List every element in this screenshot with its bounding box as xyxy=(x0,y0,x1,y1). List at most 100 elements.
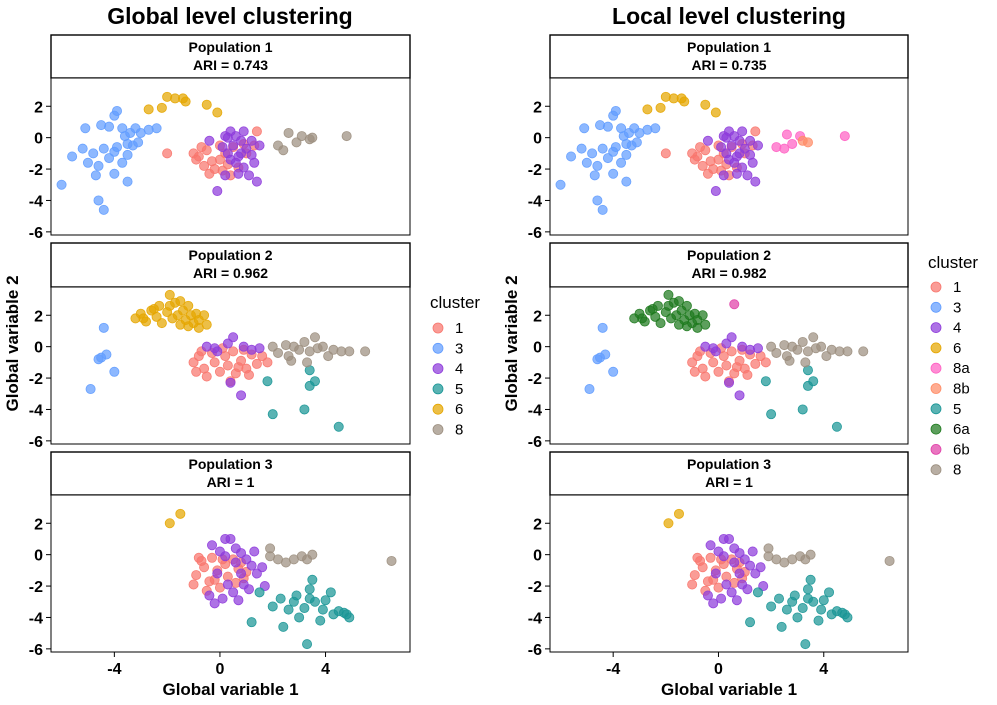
data-point-cluster-4 xyxy=(238,126,249,137)
data-point-cluster-4 xyxy=(742,584,753,595)
legend-swatch-8 xyxy=(930,464,942,476)
data-point-cluster-4 xyxy=(734,568,745,579)
facet-strip xyxy=(549,242,909,288)
facet-strip xyxy=(549,451,909,496)
data-point-cluster-3 xyxy=(117,157,128,168)
data-point-cluster-3 xyxy=(122,176,133,187)
data-point-cluster-1 xyxy=(251,126,262,137)
data-point-cluster-8 xyxy=(283,127,294,138)
data-point-cluster-1 xyxy=(251,358,262,369)
legend-label: 4 xyxy=(953,320,961,337)
data-point-cluster-1 xyxy=(199,160,210,171)
data-point-cluster-4 xyxy=(702,590,713,601)
data-point-cluster-3 xyxy=(133,137,144,148)
data-point-cluster-5 xyxy=(246,617,257,628)
data-point-cluster-5 xyxy=(800,639,811,650)
data-point-cluster-4 xyxy=(726,140,737,151)
y-tick-label: -2 xyxy=(528,162,542,179)
data-point-cluster-6a xyxy=(663,289,674,300)
data-point-cluster-4 xyxy=(731,168,742,179)
y-tick-label: 2 xyxy=(533,308,542,325)
x-tick-label: 4 xyxy=(819,661,828,678)
data-point-cluster-5 xyxy=(309,596,320,607)
legend-label: 8a xyxy=(953,360,970,377)
facet-strip xyxy=(549,34,909,79)
facet-strip xyxy=(50,242,411,288)
x-axis-title: Global variable 1 xyxy=(661,680,797,699)
data-point-cluster-8 xyxy=(792,344,803,355)
data-point-cluster-3 xyxy=(584,384,595,395)
legend-label: 6a xyxy=(953,421,970,438)
data-point-cluster-4 xyxy=(230,557,241,568)
y-tick-label: 2 xyxy=(34,99,43,116)
data-point-cluster-3 xyxy=(67,151,78,162)
data-point-cluster-4 xyxy=(254,140,265,151)
strip-ari-label: ARI = 0.743 xyxy=(193,57,268,73)
y-tick-label: -4 xyxy=(528,402,542,419)
data-point-cluster-4 xyxy=(747,157,758,168)
data-point-cluster-8 xyxy=(278,145,289,156)
data-point-cluster-4 xyxy=(726,587,737,598)
data-point-cluster-3 xyxy=(109,168,120,179)
data-point-cluster-1 xyxy=(731,362,742,373)
legend-label: 5 xyxy=(455,381,463,398)
strip-population-label: Population 3 xyxy=(687,456,771,472)
data-point-cluster-1 xyxy=(207,552,218,563)
y-tick-label: 0 xyxy=(533,131,542,148)
data-point-cluster-8 xyxy=(294,344,305,355)
legend-label: 4 xyxy=(455,361,463,378)
legend-label: 3 xyxy=(455,340,463,357)
legend-swatch-1 xyxy=(432,322,444,334)
y-tick-label: -6 xyxy=(528,434,542,451)
data-point-cluster-3 xyxy=(608,366,619,377)
data-point-cluster-6 xyxy=(164,289,175,300)
y-tick-label: -2 xyxy=(528,371,542,388)
data-point-cluster-1 xyxy=(660,148,671,159)
data-point-cluster-5 xyxy=(299,404,310,415)
data-point-cluster-1 xyxy=(697,160,708,171)
data-point-cluster-5 xyxy=(315,615,326,626)
data-point-cluster-1 xyxy=(692,552,703,563)
data-point-cluster-1 xyxy=(721,360,732,371)
data-point-cluster-3 xyxy=(581,157,592,168)
data-point-cluster-1 xyxy=(222,360,233,371)
data-point-cluster-3 xyxy=(98,322,109,333)
data-point-cluster-3 xyxy=(589,170,600,181)
data-point-cluster-5 xyxy=(325,587,336,598)
y-tick-label: 0 xyxy=(34,131,43,148)
data-point-cluster-1 xyxy=(233,362,244,373)
data-point-cluster-6 xyxy=(201,99,212,110)
data-point-cluster-1 xyxy=(262,357,273,368)
data-point-cluster-1 xyxy=(243,369,254,380)
data-point-cluster-4 xyxy=(204,590,215,601)
y-tick-label: -2 xyxy=(29,162,43,179)
strip-ari-label: ARI = 0.735 xyxy=(691,57,766,73)
data-point-cluster-8 xyxy=(386,555,397,566)
data-point-cluster-4 xyxy=(254,343,265,354)
data-point-cluster-3 xyxy=(555,179,566,190)
y-tick-label: -6 xyxy=(29,225,43,242)
data-point-cluster-6a xyxy=(697,310,708,321)
data-point-cluster-1 xyxy=(687,579,698,590)
data-point-cluster-5 xyxy=(302,639,313,650)
data-point-cluster-4 xyxy=(750,176,761,187)
strip-population-label: Population 1 xyxy=(687,39,771,55)
data-point-cluster-3 xyxy=(111,105,122,116)
y-tick-label: 2 xyxy=(34,516,43,533)
y-tick-label: -6 xyxy=(528,225,542,242)
y-axis-title: Global variable 2 xyxy=(502,275,521,411)
data-point-cluster-1 xyxy=(191,154,202,165)
data-point-cluster-5 xyxy=(789,590,800,601)
data-point-cluster-8 xyxy=(797,336,808,347)
data-point-cluster-1 xyxy=(188,579,199,590)
data-point-cluster-4 xyxy=(217,593,228,604)
data-point-cluster-1 xyxy=(689,366,700,377)
facet-strip xyxy=(50,34,411,79)
data-point-cluster-8 xyxy=(771,347,782,358)
data-point-cluster-5 xyxy=(813,615,824,626)
data-point-cluster-8 xyxy=(842,346,853,357)
y-tick-label: -4 xyxy=(29,193,43,210)
y-tick-label: -4 xyxy=(29,610,43,627)
data-point-cluster-4 xyxy=(212,186,223,197)
data-point-cluster-8b xyxy=(802,137,813,148)
